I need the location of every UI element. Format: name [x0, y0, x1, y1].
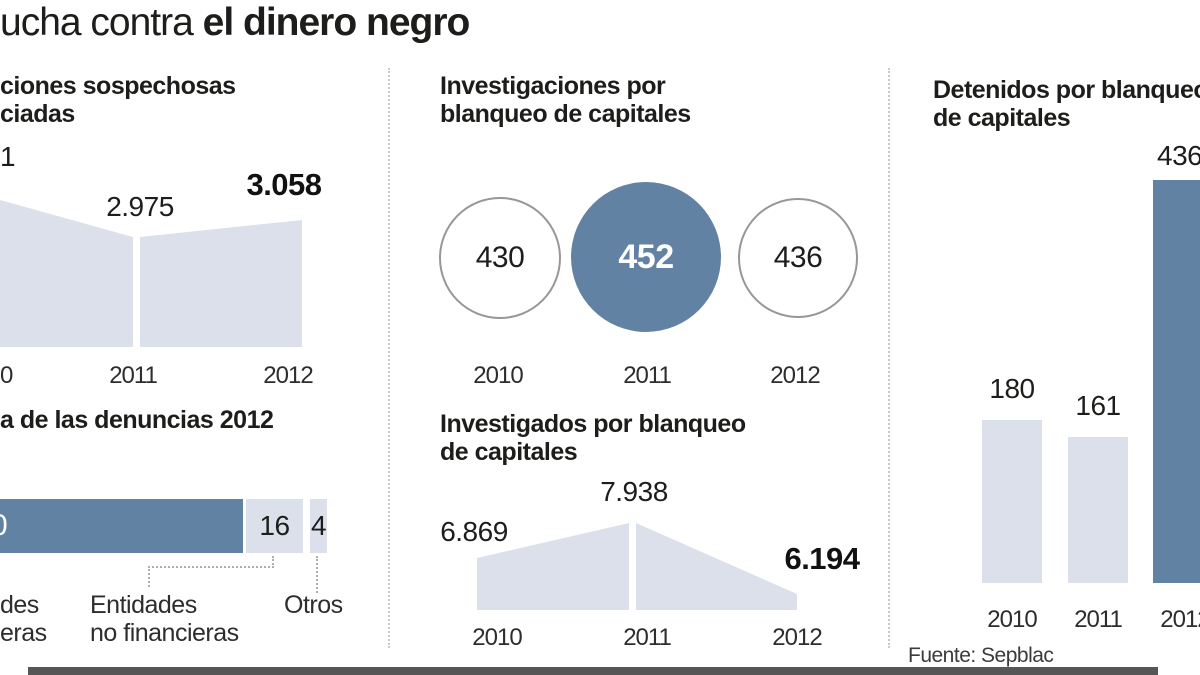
- stacked-segment-value-partial: 0: [0, 509, 8, 543]
- stacked-segment-entidades-financieras: 0: [0, 499, 243, 553]
- source-credit: Fuente: Sepblac: [908, 644, 1054, 667]
- circle-2012-value: 436: [773, 241, 823, 274]
- investigados-year-2012: 2012: [772, 624, 822, 651]
- circle-2011-value: 452: [618, 237, 674, 276]
- investigaciones-title: Investigaciones por blanqueo de capitale…: [440, 72, 691, 128]
- stacked-bar-denuncias: 0 16 4: [0, 499, 340, 553]
- panel-divider-left: [388, 68, 390, 648]
- left-axis-year-2012: 2012: [263, 362, 313, 389]
- area-segment-2011-2012: [636, 523, 797, 610]
- investigados-value-2010: 6.869: [440, 516, 508, 547]
- detenidos-year-2012: 2012: [1160, 606, 1200, 633]
- leader-line-no-financieras-v2: [148, 566, 150, 587]
- circle-2011-highlighted: 452: [571, 182, 721, 332]
- area-segment-2011-2012: [140, 220, 302, 347]
- denuncias-section-title: a de las denuncias 2012: [0, 406, 274, 434]
- detenidos-value-2010: 180: [989, 373, 1035, 404]
- investigados-year-2010: 2010: [472, 624, 522, 651]
- area-chart-operaciones: [0, 200, 302, 347]
- stacked-segment-no-financieras: 16: [246, 499, 303, 553]
- area-chart-investigados: [477, 523, 797, 610]
- bar-2010: [982, 420, 1042, 583]
- circles-year-2011: 2011: [623, 362, 672, 389]
- leader-line-no-financieras-v1: [272, 556, 274, 568]
- area-segment-2010-2011: [477, 523, 629, 610]
- bar-2012-highlighted: [1153, 180, 1200, 583]
- circles-year-2012: 2012: [770, 362, 820, 389]
- panel-divider-right: [888, 68, 890, 648]
- left-area-value-2010-partial: 1: [0, 141, 16, 172]
- circle-2010: 430: [439, 197, 561, 319]
- leader-line-otros: [316, 556, 318, 593]
- circle-2010-value: 430: [475, 241, 525, 274]
- page-title: ucha contra el dinero negro: [0, 1, 471, 45]
- investigados-value-2012: 6.194: [784, 541, 860, 576]
- legend-entidades-financieras-partial: des eras: [0, 591, 47, 647]
- investigados-year-2011: 2011: [623, 624, 672, 651]
- left-area-value-2012: 3.058: [246, 167, 322, 202]
- detenidos-title: Detenidos por blanqueo de capitales: [933, 76, 1200, 132]
- legend-otros: Otros: [284, 591, 343, 619]
- detenidos-year-2011: 2011: [1074, 606, 1123, 633]
- circles-year-2010: 2010: [473, 362, 523, 389]
- page-title-regular: ucha contra: [0, 1, 203, 44]
- left-area-value-2011: 2.975: [106, 191, 174, 222]
- left-panel-title: ciones sospechosas ciadas: [0, 72, 236, 128]
- stacked-segment-otros: 4: [310, 499, 327, 553]
- investigados-value-2011: 7.938: [600, 476, 668, 507]
- detenidos-value-2012: 436: [1157, 140, 1200, 171]
- circle-2012: 436: [738, 198, 858, 318]
- bar-2011: [1068, 437, 1128, 583]
- area-segment-2010-2011: [0, 200, 133, 347]
- legend-entidades-no-financieras: Entidades no financieras: [90, 591, 239, 647]
- leader-line-no-financieras-h: [148, 566, 274, 568]
- investigados-title: Investigados por blanqueo de capitales: [440, 410, 746, 466]
- left-axis-year-2011: 2011: [109, 362, 158, 389]
- detenidos-year-2010: 2010: [987, 606, 1037, 633]
- bottom-border-strip: [28, 667, 1158, 675]
- page-title-bold: el dinero negro: [202, 1, 471, 44]
- left-axis-year-2010-partial: 0: [0, 362, 13, 389]
- detenidos-value-2011: 161: [1075, 390, 1121, 421]
